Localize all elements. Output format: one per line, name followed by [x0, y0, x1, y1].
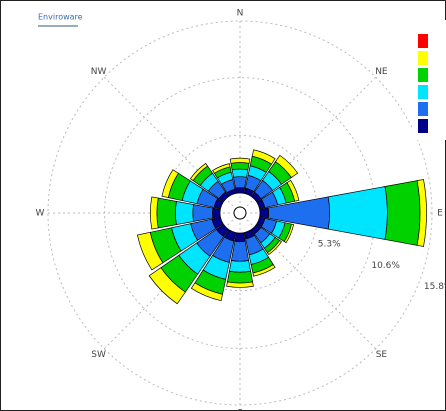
logo: Enviroware — [38, 13, 83, 22]
petal-segment — [190, 282, 223, 302]
petal-segment — [227, 270, 253, 284]
ring-label: 10.6% — [371, 261, 400, 271]
legend-swatch — [418, 51, 428, 65]
petal-segment — [137, 231, 164, 271]
petal-segment — [252, 264, 276, 277]
legend-swatch — [418, 68, 428, 82]
petal-segment — [234, 232, 246, 243]
petal-segment — [229, 157, 251, 164]
legend-box — [413, 20, 446, 140]
legend-swatch — [418, 102, 428, 116]
legend-swatch — [418, 85, 428, 99]
petal-segment — [251, 149, 276, 165]
petal-segment — [226, 281, 254, 288]
petal-segment — [286, 179, 300, 202]
petal-segment — [259, 207, 270, 219]
legend-swatch — [418, 119, 428, 133]
direction-label: SW — [91, 350, 106, 360]
petal-segment — [212, 163, 231, 174]
petal-segment — [228, 260, 252, 273]
petal-segment — [156, 197, 177, 229]
legend-swatch — [418, 34, 428, 48]
direction-label: W — [36, 209, 45, 219]
petal-segment — [231, 168, 249, 178]
ring-label: 5.3% — [318, 239, 341, 249]
calm-circle — [233, 206, 247, 220]
direction-label: NW — [91, 67, 107, 77]
petal-segment — [235, 187, 245, 194]
petal-segment — [175, 200, 194, 226]
direction-label: N — [237, 9, 244, 19]
petal-segment — [233, 176, 247, 189]
petal-segment — [283, 223, 295, 244]
direction-label: S — [237, 409, 243, 411]
logo-tagline — [38, 25, 78, 27]
petal-segment — [275, 154, 299, 178]
petal-segment — [384, 180, 421, 246]
petal-segment — [150, 196, 159, 230]
grid-ring — [47, 20, 433, 406]
petal-segment — [212, 207, 221, 219]
petal-segment — [416, 179, 427, 247]
direction-label: SE — [376, 350, 388, 360]
ring-label: 15.8% — [424, 282, 446, 292]
petal-segment — [148, 267, 186, 305]
direction-label: E — [437, 209, 443, 219]
petal-segment — [189, 162, 209, 182]
petal-segment — [266, 239, 283, 256]
petal-segment — [230, 162, 250, 171]
petal-segment — [161, 169, 179, 198]
direction-label: NE — [375, 67, 388, 77]
